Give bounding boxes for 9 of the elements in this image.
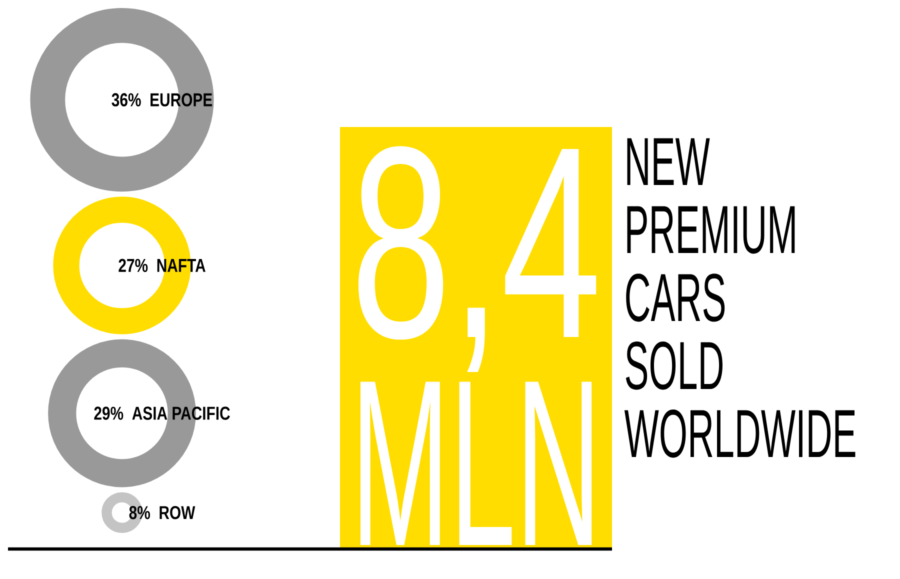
text: NEW PREMIUM CARS SOLD WORLDWIDE — [624, 138, 856, 458]
data-label: 8% — [129, 506, 150, 520]
category-label: ROW — [160, 506, 196, 520]
data-label: 36% — [112, 93, 141, 106]
data-label: 29% — [94, 406, 124, 420]
text: MLN — [360, 382, 592, 546]
category-label: ASIA PACIFIC — [132, 406, 230, 420]
text: 8,4 — [358, 146, 596, 372]
data-label: 27% — [118, 258, 148, 272]
